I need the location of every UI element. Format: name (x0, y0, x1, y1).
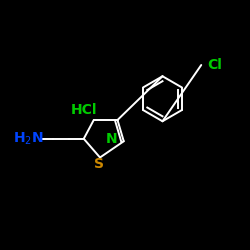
Text: S: S (94, 157, 104, 171)
Text: N: N (106, 132, 117, 146)
Text: HCl: HCl (70, 103, 97, 117)
Text: Cl: Cl (208, 58, 222, 72)
Text: H$_2$N: H$_2$N (14, 130, 44, 147)
